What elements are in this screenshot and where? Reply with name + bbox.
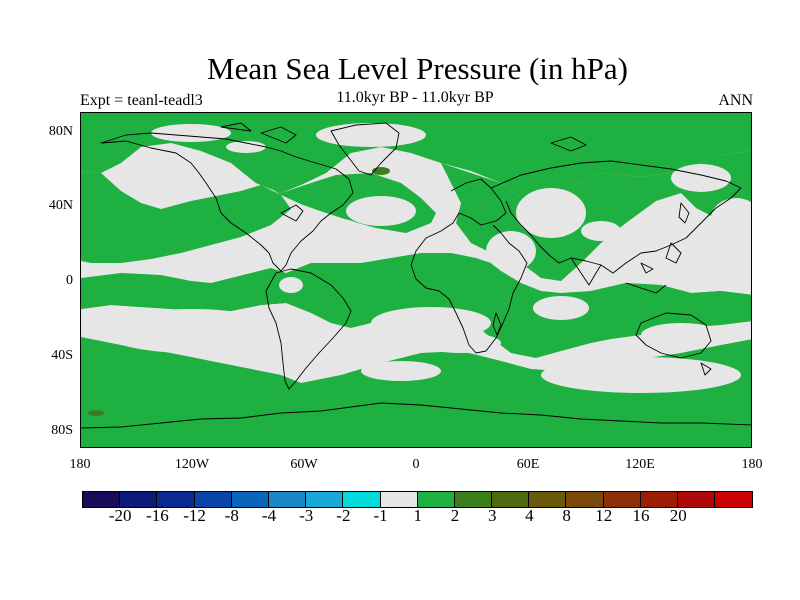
lat-label-40n: 40N <box>48 198 73 213</box>
colorbar-label: 3 <box>487 506 497 525</box>
colorbar-swatch <box>157 492 195 507</box>
colorbar-swatch <box>380 492 418 507</box>
colorbar-swatch <box>194 492 232 507</box>
lat-label-0: 0 <box>66 273 73 288</box>
lat-label-40s: 40S <box>51 348 73 363</box>
colorbar-label: 2 <box>450 506 460 525</box>
coastlines <box>81 122 751 429</box>
lon-label-0: 0 <box>412 457 420 472</box>
colorbar-swatch <box>492 492 530 507</box>
colorbar-label: -1 <box>373 506 388 525</box>
colorbar-label: 16 <box>632 506 650 525</box>
colorbar-label: -8 <box>224 506 239 525</box>
colorbar-swatch <box>343 492 381 507</box>
colorbar-label: -3 <box>299 506 314 525</box>
lon-label-120w: 120W <box>174 457 210 472</box>
colorbar-swatch <box>603 492 641 507</box>
colorbar-swatch <box>231 492 269 507</box>
colorbar-swatch <box>640 492 678 507</box>
colorbar-swatch <box>678 492 716 507</box>
lat-label-80s: 80S <box>51 423 73 438</box>
colorbar-swatch <box>529 492 567 507</box>
colorbar-swatch <box>417 492 455 507</box>
season-label: ANN <box>718 92 753 109</box>
lat-label-80n: 80N <box>48 124 73 139</box>
colorbar-swatch <box>268 492 307 507</box>
colorbar-label: 4 <box>525 506 534 525</box>
experiment-label: Expt = teanl-teadl3 <box>80 92 203 109</box>
colorbar-label: -2 <box>336 506 351 525</box>
colorbar-swatch <box>715 492 753 507</box>
colorbar-swatch <box>306 492 344 507</box>
colorbar-label: -12 <box>183 506 206 525</box>
colorbar <box>82 491 754 508</box>
colorbar-label: 20 <box>669 506 687 525</box>
pressure-field-map <box>81 113 751 447</box>
map-panel <box>80 112 752 448</box>
colorbar-swatch <box>566 492 604 507</box>
colorbar-label: -20 <box>108 506 132 525</box>
period-label: 11.0kyr BP - 11.0kyr BP <box>336 89 494 106</box>
colorbar-label: 8 <box>562 506 571 525</box>
colorbar-swatch <box>120 492 158 507</box>
colorbar-label: -4 <box>261 506 277 525</box>
colorbar-label: 1 <box>413 506 423 525</box>
lon-label-120e: 120E <box>625 457 655 472</box>
lon-label-180w: 180 <box>69 457 91 472</box>
colorbar-label: 12 <box>595 506 613 525</box>
colorbar-swatch <box>83 492 121 507</box>
colorbar-label: -16 <box>146 506 169 525</box>
map-title: Mean Sea Level Pressure (in hPa) <box>207 51 628 86</box>
neutral-anomaly-patches <box>101 123 751 393</box>
lon-label-180e: 180 <box>741 457 763 472</box>
lon-label-60w: 60W <box>290 457 318 472</box>
colorbar-swatch <box>454 492 493 507</box>
lon-label-60e: 60E <box>516 457 540 472</box>
